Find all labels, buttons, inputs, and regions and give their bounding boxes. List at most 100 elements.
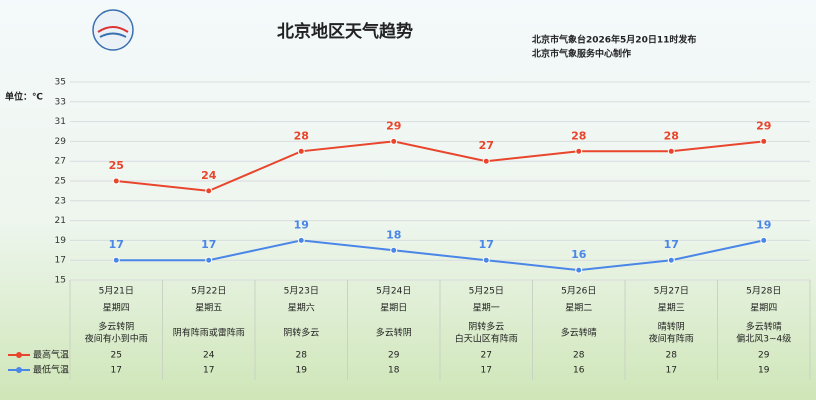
table-value: 17 <box>203 366 214 376</box>
weekday: 星期四 <box>750 303 777 314</box>
weather-desc: 夜间有小到中雨 <box>85 333 148 345</box>
y-tick-label: 19 <box>55 236 67 246</box>
y-tick-label: 17 <box>55 256 66 266</box>
data-label: 28 <box>294 129 309 142</box>
weather-desc: 多云转晴 <box>746 321 782 333</box>
weather-desc: 多云转阴 <box>98 321 134 333</box>
data-label: 17 <box>479 238 494 251</box>
data-label: 16 <box>571 248 587 261</box>
y-tick-label: 21 <box>55 216 66 226</box>
y-tick-label: 23 <box>55 196 66 206</box>
x-tick-label: 5月21日 <box>99 286 134 297</box>
table-value: 19 <box>758 366 770 376</box>
data-label: 24 <box>201 169 217 182</box>
table-value: 16 <box>573 366 585 376</box>
x-tick-label: 5月23日 <box>284 286 319 297</box>
data-point <box>390 246 398 254</box>
table-value: 29 <box>758 351 770 361</box>
legend-label: 最低气温 <box>33 364 69 376</box>
table-value: 17 <box>481 366 492 376</box>
weather-desc: 夜间有阵雨 <box>649 333 694 345</box>
weather-desc: 多云转阴 <box>376 327 412 339</box>
data-label: 27 <box>479 139 494 152</box>
data-point <box>297 147 305 155</box>
data-point <box>390 137 398 145</box>
table-value: 28 <box>573 351 585 361</box>
table-value: 29 <box>388 351 400 361</box>
publisher: 北京市气象服务中心制作 <box>532 48 631 60</box>
table-value: 24 <box>203 351 215 361</box>
y-tick-label: 15 <box>55 276 66 286</box>
table-value: 27 <box>481 351 492 361</box>
weather-desc: 偏北风3~4级 <box>736 333 791 345</box>
table-value: 18 <box>388 366 400 376</box>
weekday: 星期四 <box>103 303 130 314</box>
data-point <box>482 256 490 264</box>
table-value: 19 <box>296 366 308 376</box>
weekday: 星期日 <box>380 303 407 314</box>
weekday: 星期二 <box>565 303 592 314</box>
publisher: 北京市气象台2026年5月20日11时发布 <box>532 34 696 46</box>
table-value: 17 <box>111 366 122 376</box>
data-point <box>760 236 768 244</box>
data-label: 28 <box>571 129 586 142</box>
data-point <box>205 187 213 195</box>
data-point <box>112 256 120 264</box>
x-tick-label: 5月28日 <box>746 286 781 297</box>
logo <box>92 9 134 51</box>
data-label: 18 <box>386 228 401 241</box>
weekday: 星期六 <box>288 302 315 314</box>
x-tick-label: 5月24日 <box>376 286 411 297</box>
data-label: 19 <box>294 218 309 231</box>
data-label: 17 <box>201 238 216 251</box>
chart-title: 北京地区天气趋势 <box>277 21 413 42</box>
data-label: 17 <box>664 238 679 251</box>
data-point <box>112 177 120 185</box>
y-tick-label: 27 <box>55 157 66 167</box>
legend-marker <box>16 352 22 358</box>
weather-desc: 晴转阴 <box>658 321 685 333</box>
weather-desc: 阴转多云 <box>468 321 504 333</box>
unit-label: 单位：℃ <box>5 91 43 103</box>
data-label: 25 <box>109 159 124 172</box>
x-tick-label: 5月27日 <box>654 286 689 297</box>
y-tick-label: 31 <box>55 117 66 127</box>
data-point <box>667 256 675 264</box>
weather-desc: 阴有阵雨或雷阵雨 <box>173 327 245 339</box>
y-tick-label: 25 <box>55 177 66 187</box>
table-value: 28 <box>666 351 678 361</box>
weekday: 星期五 <box>195 303 222 314</box>
series-line <box>116 239 764 272</box>
series-line <box>116 140 764 192</box>
weather-desc: 白天山区有阵雨 <box>455 333 518 345</box>
weather-desc: 阴转多云 <box>283 327 319 339</box>
y-tick-label: 29 <box>55 137 67 147</box>
data-point <box>667 147 675 155</box>
x-tick-label: 5月25日 <box>469 286 504 297</box>
data-label: 19 <box>756 218 771 231</box>
data-point <box>575 266 583 274</box>
data-label: 28 <box>664 129 679 142</box>
table-value: 25 <box>111 351 122 361</box>
data-label: 17 <box>109 238 124 251</box>
table-value: 28 <box>296 351 308 361</box>
x-tick-label: 5月22日 <box>191 286 226 297</box>
data-point <box>297 236 305 244</box>
data-point <box>575 147 583 155</box>
data-point <box>205 256 213 264</box>
data-point <box>760 137 768 145</box>
y-tick-label: 33 <box>55 97 66 107</box>
x-tick-label: 5月26日 <box>561 286 596 297</box>
table-value: 17 <box>666 366 677 376</box>
data-label: 29 <box>756 119 771 132</box>
data-label: 29 <box>386 119 401 132</box>
weekday: 星期一 <box>473 303 500 314</box>
y-tick-label: 35 <box>55 78 66 88</box>
legend-marker <box>16 367 22 373</box>
legend-label: 最高气温 <box>33 349 69 361</box>
weather-desc: 多云转晴 <box>561 327 597 339</box>
data-point <box>482 157 490 165</box>
weekday: 星期三 <box>658 303 685 314</box>
